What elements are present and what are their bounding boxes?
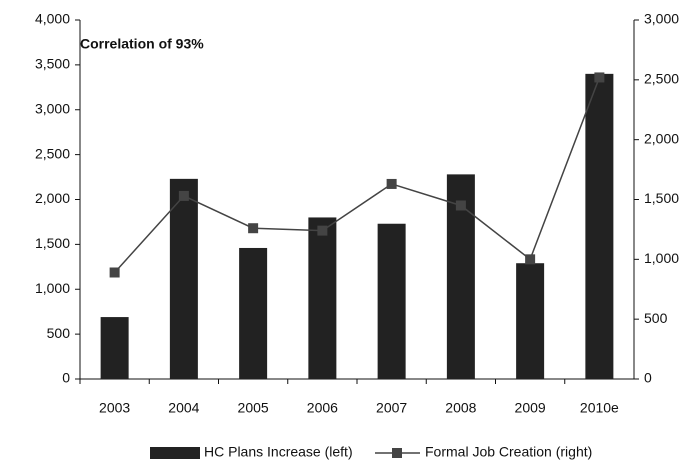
y-tick-label: 500 (47, 325, 71, 341)
y-tick-label: 1,500 (35, 235, 70, 251)
y2-tick-label: 500 (644, 310, 668, 326)
y2-tick-label: 3,000 (644, 11, 679, 27)
x-tick-label: 2005 (238, 400, 269, 416)
legend-marker (392, 448, 402, 458)
bar (239, 247, 268, 379)
x-tick-label: 2008 (445, 400, 476, 416)
marker (248, 223, 259, 234)
bar (169, 178, 198, 379)
y-tick-label: 1,000 (35, 280, 70, 296)
y-tick-label: 4,000 (35, 11, 70, 27)
marker (386, 178, 397, 189)
x-tick-label: 2003 (99, 400, 130, 416)
y2-tick-label: 1,500 (644, 190, 679, 206)
marker (525, 254, 536, 265)
marker (109, 267, 120, 278)
marker (178, 190, 189, 201)
x-tick-label: 2004 (168, 400, 199, 416)
legend-label: HC Plans Increase (left) (204, 444, 353, 460)
legend-swatch (150, 447, 200, 459)
y-tick-label: 3,000 (35, 100, 70, 116)
y2-tick-label: 2,500 (644, 71, 679, 87)
x-tick-label: 2009 (515, 400, 546, 416)
x-tick-label: 2007 (376, 400, 407, 416)
line (114, 77, 601, 273)
bar (377, 223, 406, 379)
y-tick-label: 2,000 (35, 190, 70, 206)
y2-tick-label: 2,000 (644, 130, 679, 146)
annotation: Correlation of 93% (80, 36, 204, 52)
legend-label: Formal Job Creation (right) (425, 444, 592, 460)
marker (317, 225, 328, 236)
y-tick-label: 0 (62, 370, 70, 386)
x-tick-label: 2006 (307, 400, 338, 416)
bar (308, 217, 337, 379)
x-tick-label: 2010e (580, 400, 619, 416)
marker (455, 200, 466, 211)
y2-tick-label: 1,000 (644, 250, 679, 266)
y-tick-label: 2,500 (35, 145, 70, 161)
bar (100, 317, 129, 379)
y2-tick-label: 0 (644, 370, 652, 386)
y-tick-label: 3,500 (35, 56, 70, 72)
bar (585, 73, 614, 379)
marker (594, 72, 605, 83)
bar (516, 263, 545, 379)
